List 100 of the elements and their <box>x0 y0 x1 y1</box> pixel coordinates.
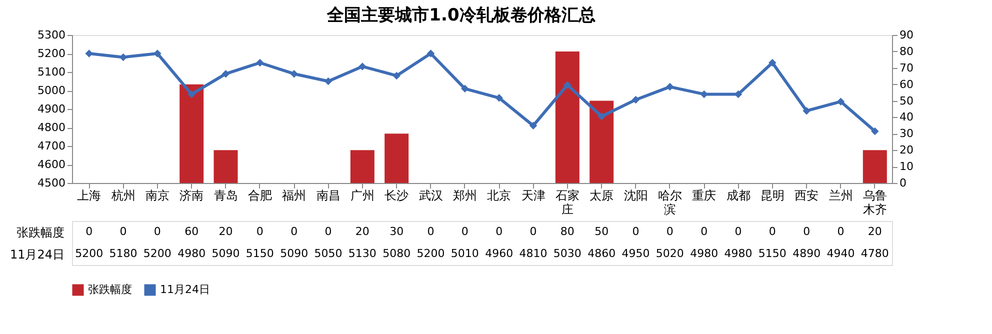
data-label: 4860 <box>588 247 616 260</box>
y-tick-label: 4800 <box>38 121 66 134</box>
data-label: 5080 <box>382 247 411 260</box>
data-label: 0 <box>256 225 264 238</box>
x-tick-label: 福州 <box>282 188 306 202</box>
y-tick-label: 4900 <box>38 102 66 116</box>
point <box>802 106 810 115</box>
x-tick-label: 北京 <box>487 188 512 202</box>
point <box>495 94 503 102</box>
bar <box>555 51 580 183</box>
data-label: 0 <box>461 225 468 238</box>
point <box>85 50 93 58</box>
data-label: 0 <box>496 225 503 238</box>
data-label: 0 <box>120 225 127 238</box>
data-label: 0 <box>427 225 434 238</box>
point <box>632 96 640 104</box>
x-tick-label: 成都 <box>726 188 750 202</box>
data-label: 0 <box>803 225 810 238</box>
data-label: 4980 <box>724 247 752 260</box>
data-label: 0 <box>86 225 93 238</box>
data-label: 0 <box>530 225 537 238</box>
data-label: 0 <box>734 225 742 238</box>
y2-tick-label: 70 <box>900 61 914 74</box>
data-label: 4980 <box>178 247 206 260</box>
x-tick-label: 天津 <box>521 188 546 202</box>
data-label: 20 <box>868 225 882 238</box>
data-label: 4890 <box>792 247 821 260</box>
data-label: 4960 <box>485 247 514 260</box>
point <box>256 58 264 67</box>
y-tick-label: 5300 <box>38 28 66 42</box>
data-label: 0 <box>768 225 776 238</box>
data-label: 50 <box>594 225 609 238</box>
x-tick-label: 南昌 <box>316 188 340 202</box>
y-tick-label: 5000 <box>38 84 66 97</box>
bar <box>214 150 238 183</box>
y2-tick-label: 80 <box>900 44 914 58</box>
y2-tick-label: 60 <box>900 78 914 91</box>
data-label: 5200 <box>416 247 445 260</box>
point <box>188 90 196 98</box>
y-tick-label: 4700 <box>38 140 66 152</box>
y-tick-label: 4600 <box>38 158 66 171</box>
y2-tick-label: 10 <box>900 160 914 174</box>
data-label: 5180 <box>109 247 138 260</box>
data-label: 5030 <box>553 247 582 260</box>
x-tick-label: 重庆 <box>692 188 716 202</box>
point <box>768 58 776 67</box>
data-label: 20 <box>355 225 370 238</box>
data-label: 30 <box>390 225 404 238</box>
point <box>358 62 366 70</box>
y-tick-label: 5100 <box>38 66 66 78</box>
x-tick-label: 杭州 <box>110 188 136 202</box>
data-label: 5020 <box>656 247 684 260</box>
point <box>222 70 230 78</box>
x-tick-label: 兰州 <box>828 188 853 202</box>
point <box>119 53 128 62</box>
data-label: 0 <box>632 225 640 238</box>
data-label: 5130 <box>348 247 376 260</box>
data-label: 0 <box>290 225 298 238</box>
y2-tick-label: 90 <box>900 28 914 42</box>
y2-tick-label: 40 <box>900 110 914 124</box>
data-label: 0 <box>837 225 844 238</box>
x-tick-label: 太原 <box>590 188 614 202</box>
data-label: 5090 <box>212 247 240 260</box>
point <box>598 112 606 120</box>
x-tick-label: 济南 <box>180 188 204 202</box>
bar <box>590 100 614 183</box>
bar <box>384 134 409 183</box>
x-tick-label: 哈尔滨 <box>658 188 682 216</box>
data-label: 5200 <box>143 247 172 260</box>
point <box>290 70 298 78</box>
bar <box>350 150 374 183</box>
point <box>324 77 332 86</box>
point <box>564 81 572 89</box>
y-tick-label: 4500 <box>38 176 66 190</box>
x-tick-label: 武汉 <box>418 188 443 202</box>
point <box>700 90 708 98</box>
data-label: 5200 <box>75 247 104 260</box>
point <box>154 50 162 58</box>
x-tick-label: 南京 <box>145 188 170 202</box>
data-label: 5010 <box>450 247 479 260</box>
text: 11月24日 <box>10 248 64 262</box>
legend-label: 张跌幅度 <box>88 283 132 296</box>
x-tick-label: 石家庄 <box>555 188 580 216</box>
x-tick-label: 乌鲁木齐 <box>862 188 887 216</box>
data-label: 5150 <box>758 247 786 260</box>
data-label: 5150 <box>246 247 274 260</box>
data-label: 4940 <box>826 247 855 260</box>
y2-tick-label: 0 <box>900 176 906 190</box>
y2-tick-label: 20 <box>900 144 914 157</box>
data-label: 0 <box>666 225 674 238</box>
point <box>871 127 879 136</box>
x-tick-label: 郑州 <box>452 188 477 202</box>
legend-label: 11月24日 <box>160 283 210 296</box>
y2-tick-label: 50 <box>900 94 914 108</box>
point <box>461 84 469 93</box>
data-label: 60 <box>184 225 199 238</box>
x-tick-label: 西安 <box>794 188 819 202</box>
data-label: 5090 <box>280 247 308 260</box>
data-label: 4980 <box>690 247 718 260</box>
data-label: 5050 <box>314 247 342 260</box>
